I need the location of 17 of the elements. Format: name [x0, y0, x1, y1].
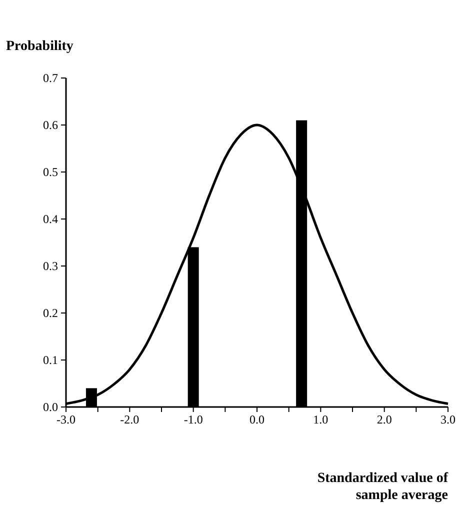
x-tick-label: 1.0 — [313, 412, 328, 427]
x-tick-label: 3.0 — [440, 412, 456, 427]
x-tick-label: -2.0 — [120, 412, 140, 427]
y-tick-label: 0.3 — [43, 258, 58, 273]
x-tick-label: 0.0 — [250, 412, 264, 427]
x-axis-title: Standardized value of sample average — [317, 471, 448, 503]
y-tick-label: 0.1 — [43, 352, 58, 367]
y-tick-label: 0.7 — [43, 70, 58, 85]
x-tick-label: -3.0 — [56, 412, 76, 427]
y-tick-label: 0.0 — [43, 400, 58, 414]
y-tick-label: 0.6 — [43, 118, 58, 132]
y-tick-label: 0.2 — [43, 306, 58, 320]
x-tick-label: -1.0 — [184, 412, 203, 427]
y-tick-label: 0.4 — [43, 212, 58, 226]
y-tick-label: 0.5 — [43, 164, 58, 179]
y-axis-title: Probability — [6, 39, 74, 54]
x-tick-label: 2.0 — [376, 412, 392, 427]
